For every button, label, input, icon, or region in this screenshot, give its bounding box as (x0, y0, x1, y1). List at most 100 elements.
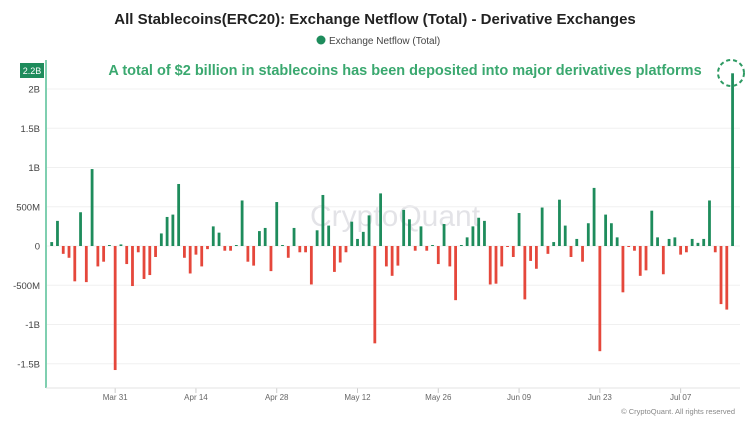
bar[interactable] (84, 246, 88, 283)
bar[interactable] (165, 216, 169, 246)
bar[interactable] (367, 215, 371, 246)
bar[interactable] (131, 246, 134, 287)
bar[interactable] (344, 246, 348, 253)
bar[interactable] (234, 245, 238, 246)
bar[interactable] (488, 246, 492, 285)
bar[interactable] (708, 200, 711, 246)
bar[interactable] (194, 246, 198, 255)
bar[interactable] (586, 223, 590, 246)
bar[interactable] (61, 246, 65, 254)
bar[interactable] (321, 194, 325, 246)
bar[interactable] (436, 246, 440, 265)
bar[interactable] (633, 246, 636, 251)
bar[interactable] (309, 246, 313, 285)
bar[interactable] (136, 246, 140, 253)
bar[interactable] (627, 246, 631, 247)
bar[interactable] (252, 246, 256, 266)
bar[interactable] (465, 237, 469, 246)
bar[interactable] (511, 246, 515, 257)
bar[interactable] (650, 210, 654, 246)
bar[interactable] (206, 246, 209, 250)
bar[interactable] (685, 246, 688, 253)
bar[interactable] (223, 246, 227, 251)
bar[interactable] (263, 227, 267, 246)
bar[interactable] (315, 230, 319, 246)
bar[interactable] (350, 221, 354, 246)
bar[interactable] (569, 246, 573, 257)
bar[interactable] (604, 214, 608, 246)
bar[interactable] (113, 246, 117, 371)
bar[interactable] (148, 246, 152, 276)
bar[interactable] (442, 224, 446, 246)
bar[interactable] (102, 246, 106, 262)
bar[interactable] (690, 238, 694, 246)
bar[interactable] (581, 246, 584, 262)
bar[interactable] (142, 246, 146, 279)
bar[interactable] (517, 213, 521, 246)
bar[interactable] (298, 246, 302, 253)
bar[interactable] (431, 245, 434, 246)
bar[interactable] (356, 238, 359, 246)
bar[interactable] (667, 238, 671, 246)
bar[interactable] (240, 200, 244, 246)
bar[interactable] (217, 232, 221, 246)
bar[interactable] (477, 217, 481, 246)
bar[interactable] (425, 246, 429, 251)
bar[interactable] (67, 246, 71, 258)
bar[interactable] (552, 242, 556, 246)
bar[interactable] (471, 226, 475, 246)
bar[interactable] (125, 246, 129, 265)
bar[interactable] (558, 199, 561, 246)
bar[interactable] (413, 246, 417, 251)
bar[interactable] (702, 238, 706, 246)
bar[interactable] (171, 214, 175, 246)
bar[interactable] (598, 246, 602, 352)
bar[interactable] (246, 246, 250, 262)
bar[interactable] (292, 227, 296, 246)
bar[interactable] (379, 193, 382, 246)
bar[interactable] (713, 246, 717, 253)
bar[interactable] (500, 246, 504, 267)
bar[interactable] (338, 246, 342, 263)
bar[interactable] (696, 242, 700, 246)
bar[interactable] (211, 226, 215, 246)
bar[interactable] (50, 242, 54, 246)
bar[interactable] (454, 246, 457, 301)
bar[interactable] (408, 219, 411, 246)
bar[interactable] (373, 246, 377, 344)
bar[interactable] (459, 245, 463, 246)
bar[interactable] (563, 225, 567, 246)
bar[interactable] (419, 226, 423, 246)
bar[interactable] (396, 246, 400, 266)
bar[interactable] (719, 246, 723, 305)
bar[interactable] (108, 245, 111, 246)
bar[interactable] (79, 212, 82, 246)
bar[interactable] (644, 246, 648, 271)
bar[interactable] (96, 246, 100, 267)
bar[interactable] (483, 220, 486, 246)
bar[interactable] (304, 246, 307, 253)
bar[interactable] (540, 207, 544, 246)
bar[interactable] (269, 246, 273, 272)
bar[interactable] (327, 225, 331, 246)
bar[interactable] (384, 246, 388, 267)
bar[interactable] (575, 238, 579, 246)
bar[interactable] (390, 246, 394, 276)
bar[interactable] (679, 246, 683, 255)
bar[interactable] (229, 246, 232, 251)
bar[interactable] (159, 233, 163, 246)
bar[interactable] (529, 246, 533, 261)
bar[interactable] (402, 209, 406, 246)
bar[interactable] (506, 246, 509, 247)
bar[interactable] (90, 169, 94, 246)
bar[interactable] (258, 231, 261, 246)
bar[interactable] (119, 244, 123, 246)
bar[interactable] (275, 202, 279, 246)
legend[interactable]: Exchange Netflow (Total) (316, 35, 441, 48)
bar[interactable] (200, 246, 204, 267)
bar[interactable] (546, 246, 550, 254)
bar[interactable] (731, 73, 734, 246)
bar[interactable] (188, 246, 192, 274)
bar[interactable] (154, 246, 157, 257)
bar[interactable] (183, 246, 186, 258)
